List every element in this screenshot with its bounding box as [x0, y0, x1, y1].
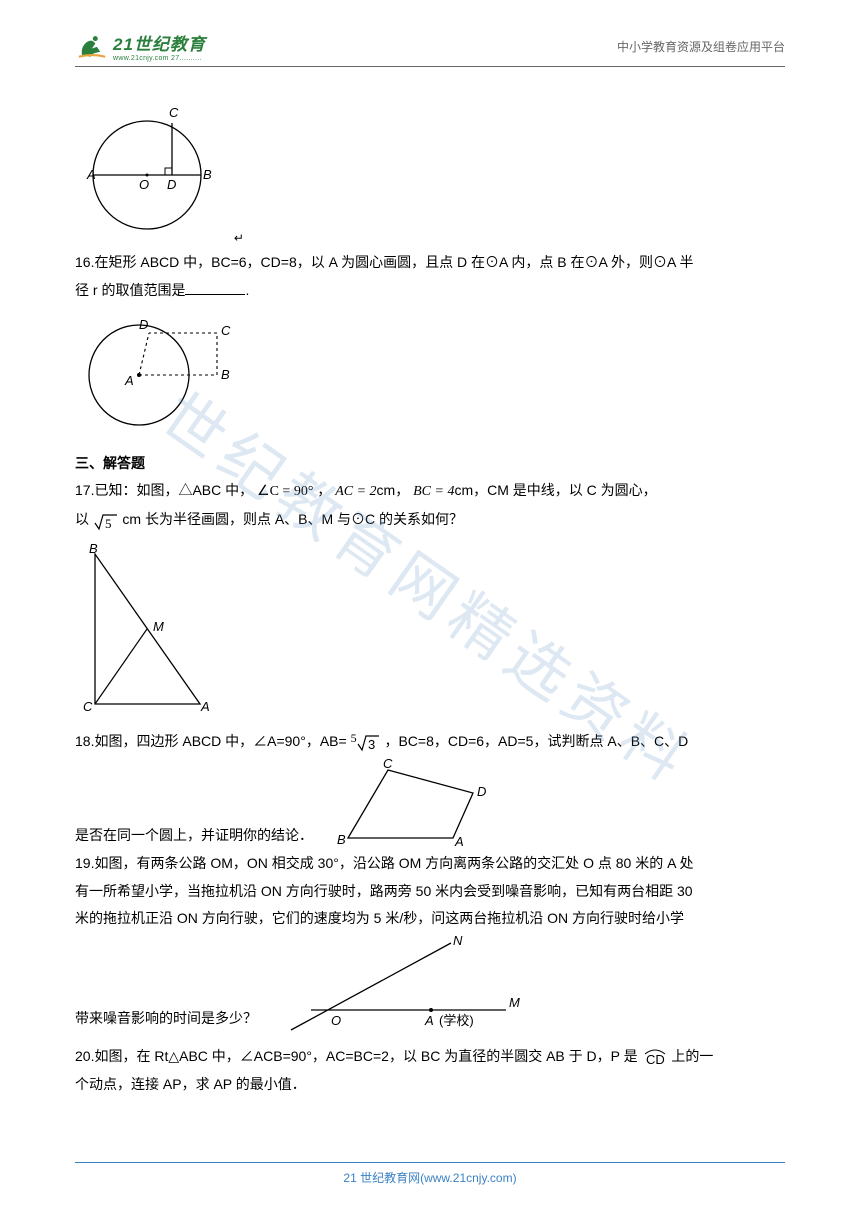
q18-line1: 18.如图，四边形 ABCD 中，∠A=90°，AB= 5 3 ，BC=8，CD…	[75, 728, 785, 754]
q16-line2: 径 r 的取值范围是.	[75, 279, 785, 303]
q17-c1: ，	[313, 482, 331, 498]
q16-period: .	[245, 282, 249, 298]
q17-line2: 以 5 cm 长为半径画圆，则点 A、B、M 与⊙C 的关系如何？	[75, 508, 785, 533]
page-header: 21世纪教育 www.21cnjy.com 27.......... 中小学教育…	[75, 30, 785, 67]
label-B: B	[89, 541, 98, 556]
q20-line1: 20.如图，在 Rt△ABC 中，∠ACB=90°，AC=BC=2，以 BC 为…	[75, 1045, 785, 1069]
sqrt3-icon: 3	[357, 732, 381, 752]
diagram-q17: B C A M	[75, 539, 785, 722]
diagram-q19: O M N A (学校)	[271, 935, 531, 1035]
label-B: B	[203, 167, 212, 182]
label-M: M	[153, 619, 164, 634]
q16-blank	[185, 281, 245, 295]
label-N: N	[453, 935, 463, 948]
diagram-caption-marker: ↵	[234, 231, 244, 245]
logo-main-text: 21世纪教育	[113, 30, 206, 55]
label-D: D	[477, 784, 486, 799]
label-O: O	[331, 1013, 341, 1028]
q17-eq3: BC = 4	[413, 484, 454, 499]
label-A: A	[424, 1013, 434, 1028]
label-D: D	[167, 177, 176, 192]
diagram-q15: A B C O D ↵	[75, 97, 785, 245]
q19-line1: 19.如图，有两条公路 OM，ON 相交成 30°，沿公路 OM 方向离两条公路…	[75, 852, 785, 876]
q17-line1-a: 17.已知：如图，△ABC 中，	[75, 482, 253, 498]
svg-text:CD: CD	[646, 1052, 665, 1066]
q20-line2: 个动点，连接 AP，求 AP 的最小值．	[75, 1073, 785, 1097]
q20-line1-a: 20.如图，在 Rt△ABC 中，∠ACB=90°，AC=BC=2，以 BC 为…	[75, 1048, 638, 1064]
q16-line1: 16.在矩形 ABCD 中，BC=6，CD=8，以 A 为圆心画圆，且点 D 在…	[75, 251, 785, 275]
q19-line3: 米的拖拉机正沿 ON 方向行驶，它们的速度均为 5 米/秒，问这两台拖拉机沿 O…	[75, 907, 785, 931]
q19-line4: 带来噪音影响的时间是多少？	[75, 1007, 257, 1031]
label-C: C	[169, 105, 179, 120]
arc-cd-icon: CD	[642, 1048, 668, 1066]
svg-text:5: 5	[105, 516, 112, 531]
label-C: C	[383, 758, 393, 771]
label-A: A	[454, 834, 464, 848]
q18-line1-b: ，BC=8，CD=6，AD=5，试判断点 A、B、C、D	[384, 733, 688, 749]
q19-line2: 有一所希望小学，当拖拉机沿 ON 方向行驶时，路两旁 50 米内会受到噪音影响，…	[75, 880, 785, 904]
label-B: B	[337, 832, 346, 847]
svg-text:3: 3	[368, 737, 375, 752]
q17-line2-b: cm 长为半径画圆，则点 A、B、M 与⊙C 的关系如何？	[122, 511, 463, 527]
sqrt-icon: 5	[93, 511, 119, 531]
q17-u2: cm，CM 是中线，以 C 为圆心，	[454, 482, 656, 498]
q17-line2-a: 以	[75, 511, 93, 527]
q18-line1-a: 18.如图，四边形 ABCD 中，∠A=90°，AB=	[75, 733, 351, 749]
logo-sub-text: www.21cnjy.com 27..........	[113, 55, 206, 62]
q18-line2: 是否在同一个圆上，并证明你的结论．	[75, 824, 313, 848]
q17-line1: 17.已知：如图，△ABC 中， ∠C = 90° ， AC = 2cm， BC…	[75, 479, 785, 504]
q17-eq1: ∠C = 90°	[257, 484, 313, 499]
logo-runner-icon	[75, 32, 109, 60]
label-A: A	[200, 699, 210, 714]
label-C: C	[83, 699, 93, 714]
label-O: O	[139, 177, 149, 192]
diagram-q18: B A D C	[323, 758, 493, 848]
q17-eq2: AC = 2	[335, 484, 376, 499]
q17-u1: cm，	[377, 482, 410, 498]
header-right-text: 中小学教育资源及组卷应用平台	[617, 38, 785, 55]
label-school: (学校)	[439, 1013, 474, 1028]
label-D: D	[139, 317, 148, 332]
diagram-q16: A B C D	[75, 309, 785, 442]
label-M: M	[509, 995, 520, 1010]
label-C: C	[221, 323, 231, 338]
q20-line1-b: 上的一	[671, 1048, 713, 1064]
label-A: A	[124, 373, 134, 388]
page-footer: 21 世纪教育网(www.21cnjy.com)	[75, 1162, 785, 1186]
label-A: A	[86, 167, 96, 182]
q16-text-b: 径 r 的取值范围是	[75, 282, 185, 298]
logo: 21世纪教育 www.21cnjy.com 27..........	[75, 30, 206, 62]
section-3-heading: 三、解答题	[75, 452, 785, 476]
label-B: B	[221, 367, 230, 382]
